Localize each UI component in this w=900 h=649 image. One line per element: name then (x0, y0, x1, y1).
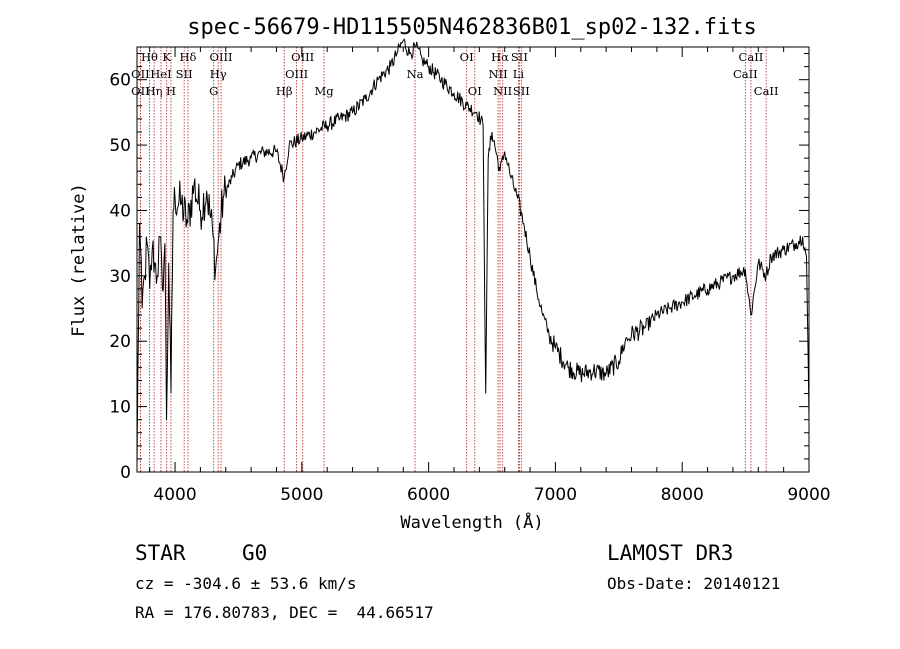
line-label: HeI (150, 67, 171, 81)
line-label: SII (176, 67, 193, 81)
line-label: Mg (314, 84, 334, 98)
x-axis-label: Wavelength (Å) (400, 511, 543, 533)
line-label: Li (513, 67, 525, 81)
line-label: CaII (739, 50, 764, 64)
line-label: H (166, 84, 176, 98)
line-label: OIII (285, 67, 308, 81)
x-tick-label: 7000 (534, 485, 577, 505)
y-tick-label: 30 (109, 267, 131, 287)
redshift-value: cz = -304.6 ± 53.6 km/s (135, 574, 357, 593)
line-label: CaII (754, 84, 779, 98)
y-tick-label: 20 (109, 332, 131, 352)
spectrum-line (136, 38, 810, 466)
line-label: SII (513, 84, 530, 98)
line-label: OI (468, 84, 482, 98)
y-axis-label: Flux (relative) (69, 183, 89, 337)
line-label: Hβ (276, 84, 293, 98)
line-label: G (209, 84, 218, 98)
line-label: Hγ (210, 67, 227, 81)
y-tick-label: 50 (109, 136, 131, 156)
line-label: OIII (291, 50, 314, 64)
line-label: Hθ (141, 50, 158, 64)
x-tick-label: 4000 (153, 485, 196, 505)
object-class: STAR (135, 541, 186, 565)
coordinates: RA = 176.80783, DEC = 44.66517 (135, 603, 434, 622)
chart-title: spec-56679-HD115505N462836B01_sp02-132.f… (187, 15, 757, 40)
y-tick-label: 60 (109, 71, 131, 91)
line-label: SII (511, 50, 528, 64)
line-label: OI (460, 50, 474, 64)
x-tick-label: 9000 (787, 485, 830, 505)
line-label: Na (407, 67, 424, 81)
line-label: Hδ (179, 50, 196, 64)
subclass: G0 (242, 541, 268, 565)
x-tick-label: 5000 (280, 485, 323, 505)
x-tick-label: 6000 (407, 485, 450, 505)
y-tick-label: 40 (109, 201, 131, 221)
survey-name: LAMOST DR3 (607, 541, 734, 565)
line-label: K (162, 50, 171, 64)
line-label: OIII (210, 50, 233, 64)
x-tick-label: 8000 (661, 485, 704, 505)
line-label: NII (493, 84, 512, 98)
line-label: Hα (491, 50, 509, 64)
obs-date: Obs-Date: 20140121 (607, 574, 781, 593)
line-label: CaII (733, 67, 758, 81)
line-label: OII (131, 84, 150, 98)
axis-ticks: 4000 5000 6000 7000 8000 9000 0 10 20 30 40 50 60 (109, 47, 831, 505)
y-tick-label: 0 (120, 463, 131, 483)
line-label: Hη (146, 84, 163, 98)
line-label: NII (489, 67, 508, 81)
plot-frame (136, 46, 810, 473)
y-tick-label: 10 (109, 398, 131, 418)
